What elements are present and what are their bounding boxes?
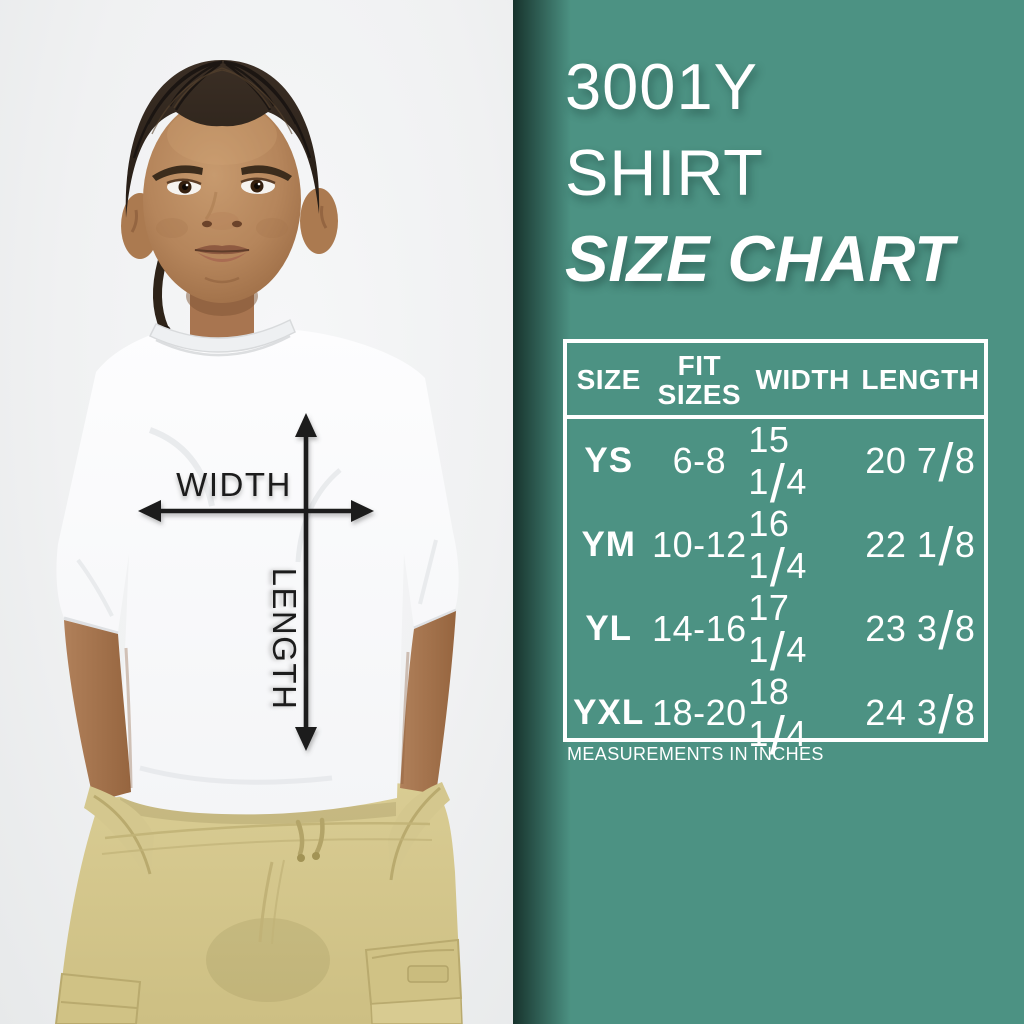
arms	[64, 611, 456, 802]
braided-hair	[125, 60, 320, 218]
title-product-code: 3001Y	[565, 50, 758, 123]
shorts-details	[54, 782, 463, 1024]
child-illustration	[54, 60, 463, 1024]
braid-strand	[152, 257, 169, 333]
col-header-fit: FIT SIZES	[657, 349, 742, 410]
cell-width: 17 1/4	[748, 587, 807, 682]
cell-length: 20 7/8	[865, 432, 976, 493]
cell-width: 16 1/4	[748, 503, 807, 598]
size-table: SIZE FIT SIZES WIDTH LENGTH YS 6-8 15 1/…	[563, 339, 988, 763]
cell-size: YXL	[573, 693, 645, 732]
table-row: YL 14-16 17 1/4 23 3/8	[567, 587, 984, 682]
info-panel: 3001Y SHIRT SIZE CHART SIZE FIT SIZES WI…	[513, 0, 1024, 1024]
table-row: YM 10-12 16 1/4 22 1/8	[567, 503, 984, 598]
khaki-shorts	[58, 782, 462, 1024]
table-row: YXL 18-20 18 1/4 24 3/8	[567, 671, 984, 766]
col-header-size: SIZE	[576, 364, 641, 396]
cell-size: YL	[585, 609, 633, 648]
size-table-header: SIZE FIT SIZES WIDTH LENGTH	[567, 343, 984, 419]
page-title: 3001Y SHIRT SIZE CHART	[565, 44, 954, 302]
length-label: LENGTH	[266, 567, 303, 711]
cell-width: 15 1/4	[748, 419, 807, 514]
cell-fit: 6-8	[672, 440, 727, 481]
col-header-width: WIDTH	[755, 364, 850, 396]
cell-length: 22 1/8	[865, 516, 976, 577]
cell-width: 18 1/4	[748, 671, 807, 766]
measurements-note: MEASUREMENTS IN INCHES	[567, 744, 824, 764]
col-header-length: LENGTH	[861, 364, 980, 396]
cell-size: YS	[584, 441, 634, 480]
size-table-body: YS 6-8 15 1/4 20 7/8 YM 10-12 16 1/4 22 …	[567, 419, 984, 766]
white-tshirt	[56, 318, 459, 815]
title-shirt: SHIRT	[565, 136, 764, 209]
cell-length: 24 3/8	[865, 684, 976, 745]
measurement-arrows	[138, 413, 374, 751]
cell-length: 23 3/8	[865, 600, 976, 661]
cell-size: YM	[581, 525, 636, 564]
cell-fit: 18-20	[652, 692, 747, 733]
table-row: YS 6-8 15 1/4 20 7/8	[567, 419, 984, 514]
width-label: WIDTH	[176, 466, 292, 503]
cell-fit: 10-12	[652, 524, 747, 565]
title-size-chart: SIZE CHART	[565, 222, 954, 295]
cell-fit: 14-16	[652, 608, 747, 649]
model-photo: WIDTH LENGTH	[0, 0, 513, 1024]
